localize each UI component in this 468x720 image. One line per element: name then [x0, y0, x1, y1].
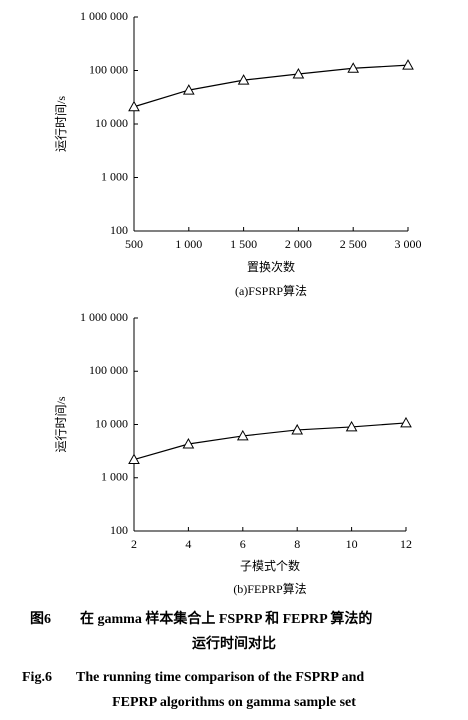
y-tick-label: 1 000 000 — [80, 9, 128, 23]
x-tick-label: 6 — [240, 537, 246, 551]
y-axis-title: 运行时间/s — [54, 96, 68, 152]
marker — [347, 62, 360, 73]
marker — [128, 100, 140, 112]
y-axis-title: 运行时间/s — [54, 396, 68, 452]
marker — [291, 423, 304, 435]
x-tick-label: 8 — [294, 537, 300, 551]
x-tick-label: 2 500 — [340, 237, 367, 251]
marker — [236, 429, 249, 441]
x-axis-title: 子模式个数 — [240, 558, 300, 573]
marker — [182, 437, 195, 449]
marker — [182, 84, 195, 95]
caption-label: Fig.6 — [22, 670, 52, 685]
marker — [128, 453, 140, 465]
x-tick-label: 4 — [185, 537, 191, 551]
x-tick-label: 3 000 — [395, 237, 422, 251]
marker — [402, 59, 414, 70]
x-tick-label: 500 — [125, 237, 143, 251]
y-tick-label: 1 000 000 — [80, 310, 128, 324]
y-tick-label: 10 000 — [95, 416, 128, 430]
y-tick-label: 100 — [110, 223, 128, 237]
x-tick-label: 12 — [400, 537, 412, 551]
marker — [400, 416, 412, 428]
caption-text: The running time comparison of the FSPRP… — [76, 670, 364, 685]
y-tick-label: 10 000 — [95, 116, 128, 130]
caption-label: 图6 — [30, 611, 51, 627]
marker — [292, 67, 305, 79]
line — [133, 64, 409, 108]
x-axis-title: 置换次数 — [247, 259, 295, 274]
y-tick-label: 1 000 — [101, 470, 128, 484]
chart-subtitle: (b)FEPRP算法 — [233, 581, 306, 596]
x-tick-label: 1 000 — [175, 237, 202, 251]
marker — [237, 74, 250, 85]
x-tick-label: 1 500 — [230, 237, 257, 251]
caption-text: 在 gamma 样本集合上 FSPRP 和 FEPRP 算法的 — [80, 610, 372, 627]
line — [133, 422, 407, 461]
y-tick-label: 100 000 — [89, 363, 128, 377]
marker — [345, 420, 358, 432]
chart-subtitle: (a)FSPRP算法 — [235, 283, 307, 298]
caption-text: FEPRP algorithms on gamma sample set — [112, 695, 356, 710]
x-tick-label: 2 — [131, 537, 137, 551]
x-tick-label: 2 000 — [285, 237, 312, 251]
x-tick-label: 10 — [346, 537, 358, 551]
y-tick-label: 1 000 — [101, 169, 128, 183]
y-tick-label: 100 — [110, 523, 128, 537]
y-tick-label: 100 000 — [89, 62, 128, 76]
caption-text: 运行时间对比 — [192, 635, 276, 652]
